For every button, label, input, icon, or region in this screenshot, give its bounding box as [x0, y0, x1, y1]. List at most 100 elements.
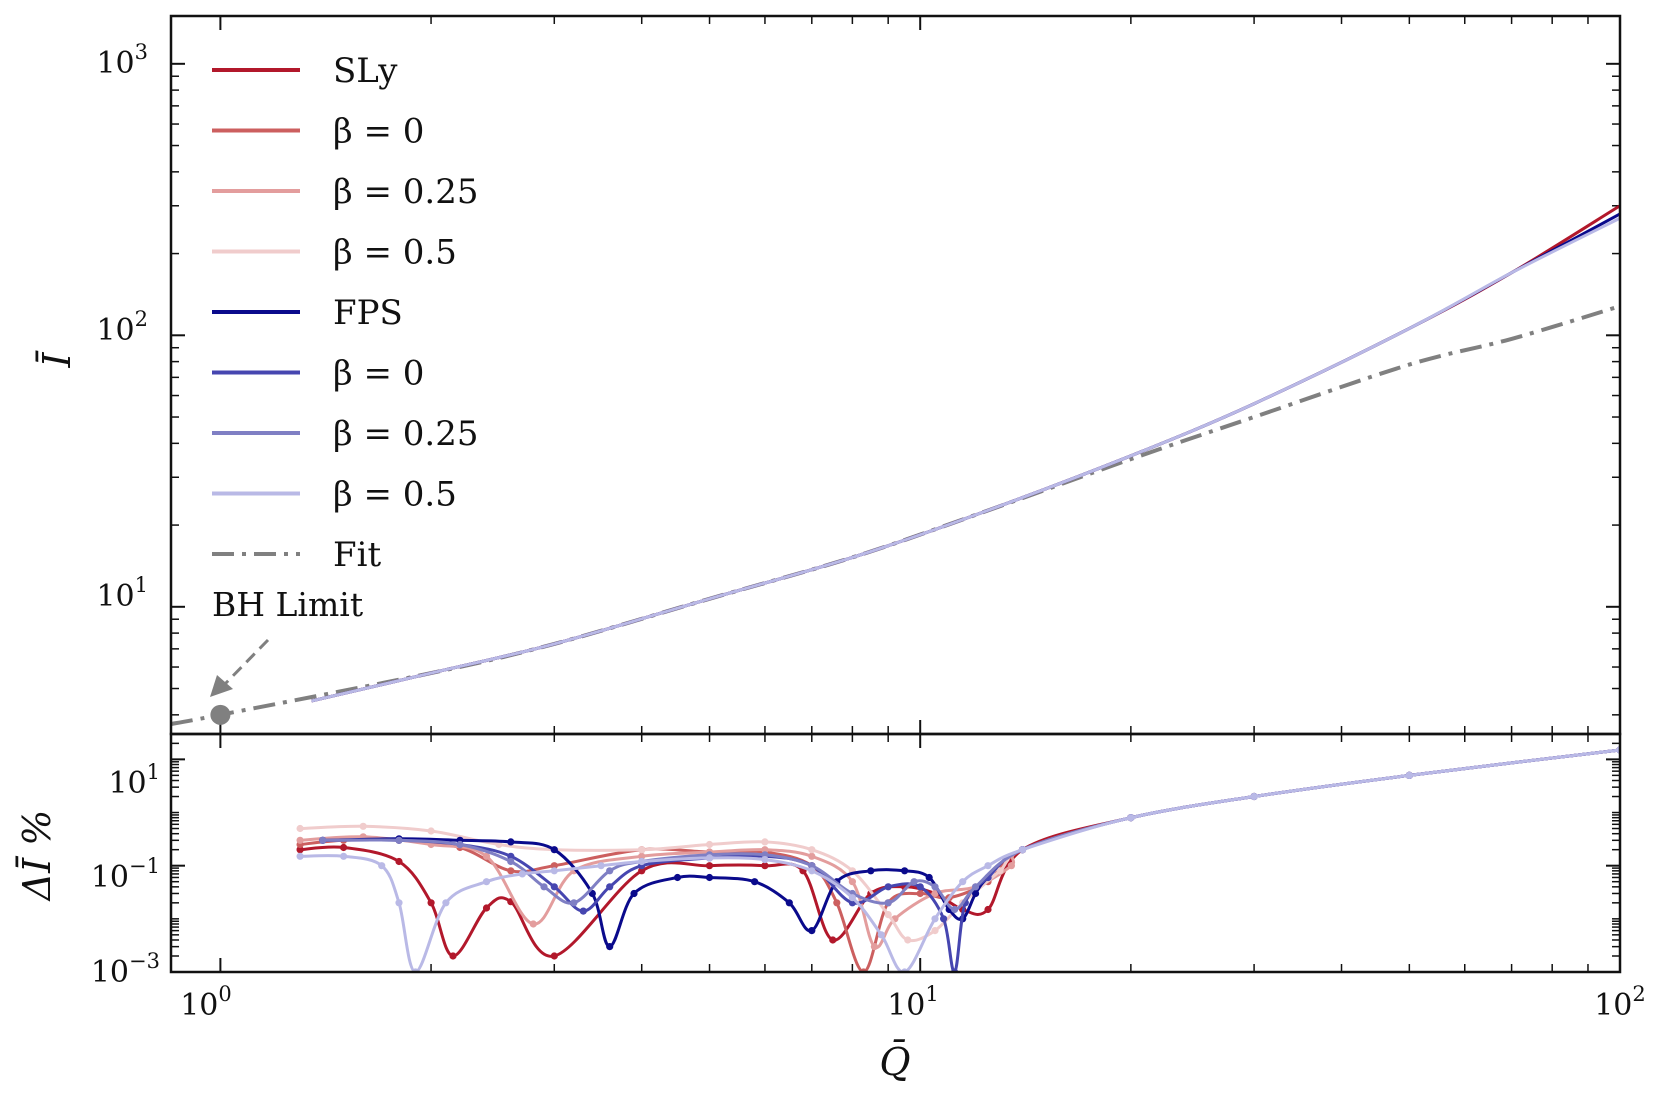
residual-point-4-16 — [925, 873, 933, 882]
residual-point-0-17 — [984, 905, 992, 914]
residual-point-4-6 — [606, 943, 614, 951]
residual-point-5-13 — [916, 883, 924, 891]
residual-point-2-10 — [848, 878, 857, 886]
residual-point-5-6 — [606, 883, 614, 891]
residual-point-6-16 — [972, 883, 980, 891]
residual-point-0-8 — [638, 867, 646, 875]
residual-point-6-15 — [951, 905, 959, 914]
main-panel: BH Limit SLy β = 0 β = 0.25 β = 0.5 FPS β = 0… — [35, 16, 1621, 734]
residual-point-6-1 — [395, 836, 403, 844]
legend-label-7: β = 0.5 — [333, 475, 457, 515]
legend-label-6: β = 0.25 — [333, 414, 478, 454]
residual-point-0-9 — [705, 862, 714, 870]
residual-point-0-2 — [395, 857, 403, 866]
residual-point-2-9 — [808, 852, 816, 860]
residual-point-6-3 — [507, 857, 515, 866]
residual-panel-frame — [169, 732, 1622, 974]
residual-point-4-10 — [751, 878, 759, 886]
residual-panel: 101 10−1 10−3 ΔĪ % 100 101 102 Q̄ — [15, 733, 1646, 1084]
residual-point-7-9 — [597, 862, 605, 870]
residual-point-3-12 — [931, 927, 939, 935]
bh-limit-label: BH Limit — [212, 585, 363, 624]
residual-point-7-21 — [1127, 814, 1135, 822]
residual-major-ticks — [171, 734, 1621, 973]
residual-point-3-2 — [427, 827, 435, 835]
residual-point-6-14 — [931, 883, 939, 891]
residual-point-7-1 — [340, 852, 348, 860]
residual-point-5-12 — [884, 883, 892, 891]
main-curve-2 — [311, 216, 1620, 703]
residual-point-2-15 — [1007, 862, 1016, 870]
main-curves-layer — [311, 204, 1620, 703]
residual-point-3-7 — [761, 838, 769, 846]
residual-point-2-6 — [638, 852, 646, 860]
residual-point-6-5 — [570, 899, 578, 907]
residual-point-6-10 — [808, 862, 816, 870]
residual-point-6-0 — [319, 836, 327, 844]
residual-point-4-12 — [808, 927, 816, 935]
residual-point-4-14 — [867, 867, 875, 875]
x-axis-label: Q̄ — [879, 1040, 910, 1084]
residual-point-0-4 — [449, 952, 457, 960]
residual-point-6-4 — [540, 883, 548, 891]
residual-point-5-14 — [940, 915, 948, 923]
main-ytick-label-10: 101 — [96, 573, 148, 614]
xtick-label-10: 101 — [887, 982, 939, 1023]
residual-point-5-3 — [507, 852, 515, 860]
main-y-axis-label: Ī — [35, 350, 79, 369]
legend-label-2: β = 0.25 — [333, 172, 478, 212]
residual-point-4-9 — [705, 873, 714, 882]
residual-point-7-7 — [518, 870, 526, 878]
residual-point-1-5 — [550, 862, 558, 870]
bh-limit-marker — [210, 704, 231, 725]
residual-point-0-7 — [550, 952, 558, 960]
bh-limit-arrow-shaft — [222, 638, 270, 687]
residual-point-0-12 — [829, 936, 837, 944]
residual-point-6-2 — [456, 840, 464, 849]
residual-point-7-17 — [931, 915, 939, 923]
residual-point-0-10 — [761, 862, 769, 870]
residual-point-3-5 — [638, 846, 646, 854]
residual-ytick-label-10: 101 — [108, 760, 160, 801]
residual-ytick-label-0.1: 10−1 — [91, 854, 160, 895]
residual-ytick-label-0.001: 10−3 — [91, 949, 160, 990]
residual-point-7-22 — [1250, 792, 1258, 801]
main-minor-ticks — [171, 16, 1620, 734]
legend-label-5: β = 0 — [333, 354, 424, 394]
residual-point-6-12 — [884, 899, 892, 907]
residual-point-5-4 — [550, 883, 558, 891]
main-ytick-label-100: 102 — [96, 307, 148, 348]
residual-point-0-1 — [340, 843, 348, 852]
residual-point-7-3 — [395, 899, 403, 907]
legend-label-4: FPS — [333, 293, 403, 333]
residual-point-4-7 — [630, 889, 638, 898]
legend-label-1: β = 0 — [333, 112, 424, 152]
residual-point-5-5 — [579, 907, 587, 915]
residual-point-4-15 — [901, 867, 909, 875]
residual-point-3-8 — [808, 846, 816, 854]
residual-y-axis-label: ΔĪ % — [15, 810, 59, 903]
residual-series-5 — [322, 748, 1620, 972]
residual-point-0-5 — [482, 904, 491, 912]
residual-point-2-3 — [482, 852, 491, 860]
residual-point-7-23 — [1405, 771, 1413, 780]
residual-point-7-15 — [877, 931, 885, 939]
residual-point-0-3 — [427, 899, 435, 907]
main-curve-1 — [311, 212, 1620, 703]
residual-series-7 — [300, 748, 1620, 972]
residual-point-7-13 — [808, 867, 816, 875]
residual-point-6-13 — [910, 878, 918, 886]
residual-point-4-4 — [550, 846, 558, 854]
residual-point-2-0 — [296, 836, 304, 844]
residual-point-7-5 — [442, 899, 450, 907]
bh-limit-annotation: BH Limit — [210, 585, 363, 725]
residual-point-2-11 — [870, 943, 879, 951]
residual-point-7-8 — [550, 867, 558, 875]
legend-label-0: SLy — [333, 51, 398, 91]
residual-point-3-10 — [884, 911, 892, 919]
residual-point-4-19 — [972, 889, 980, 898]
xtick-label-1: 100 — [180, 982, 232, 1023]
residual-minor-ticks — [171, 733, 1620, 972]
bh-limit-arrow-head — [210, 675, 233, 697]
residual-point-4-8 — [673, 873, 682, 882]
